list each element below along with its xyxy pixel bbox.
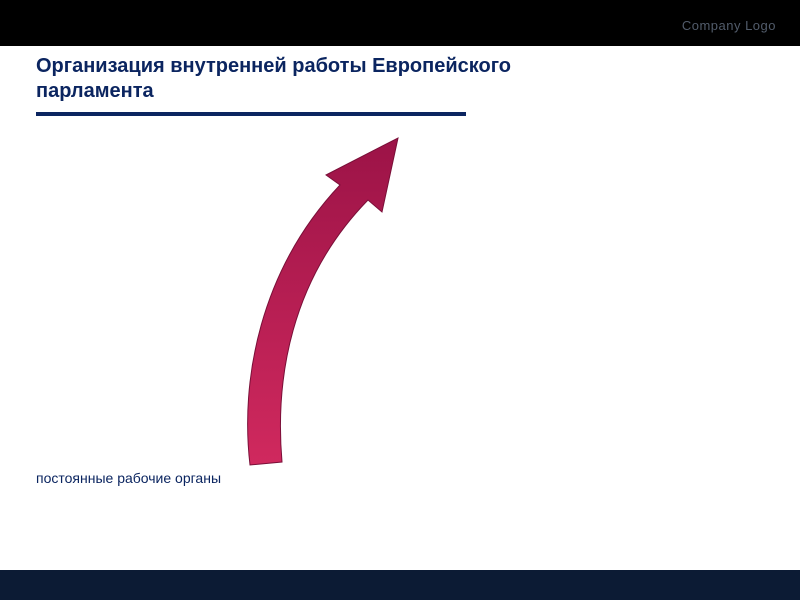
- top-bar: [0, 0, 800, 46]
- layer-desc-komissii: постоянные рабочие органы: [36, 469, 256, 488]
- slide-title: Организация внутренней работы Европейско…: [36, 54, 596, 104]
- company-logo: Company Logo: [682, 18, 776, 33]
- title-underline: [36, 112, 466, 116]
- bottom-bar: [0, 570, 800, 600]
- curved-arrow: [230, 130, 420, 470]
- slide-title-block: Организация внутренней работы Европейско…: [36, 54, 596, 116]
